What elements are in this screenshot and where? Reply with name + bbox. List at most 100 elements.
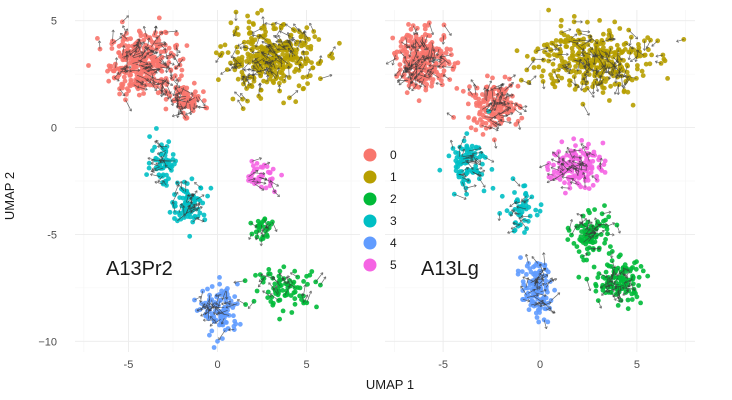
velocity-arrow	[414, 78, 418, 86]
cluster-2-point	[254, 288, 260, 294]
velocity-arrow	[610, 65, 615, 77]
velocity-arrow	[521, 195, 527, 202]
cluster-1-point	[573, 64, 578, 69]
cluster-legend: 0 1 2 3 4 5	[363, 148, 397, 272]
cluster-3-point	[197, 210, 203, 216]
cluster-3-point	[189, 176, 195, 182]
velocity-arrow	[190, 203, 198, 210]
velocity-arrow	[645, 40, 651, 49]
legend-label-2: 2	[390, 192, 397, 206]
cluster-4-point	[524, 263, 530, 269]
velocity-arrow	[599, 222, 608, 226]
legend-label-1: 1	[390, 170, 397, 184]
velocity-arrow	[428, 71, 435, 78]
cluster-3-point	[146, 160, 152, 166]
velocity-arrow	[467, 156, 474, 161]
velocity-arrow	[284, 23, 295, 31]
velocity-arrow	[196, 306, 205, 312]
x-tick-label: 5	[634, 359, 640, 371]
cluster-1-point	[300, 74, 306, 80]
velocity-arrow	[551, 158, 560, 164]
velocity-arrow	[606, 283, 620, 288]
cluster-2-point	[628, 266, 634, 272]
cluster-3-point	[144, 172, 150, 178]
cluster-0-point	[124, 86, 130, 91]
velocity-arrow	[589, 36, 599, 45]
velocity-arrow	[628, 279, 636, 292]
velocity-arrow	[289, 38, 293, 46]
cluster-1-point	[643, 61, 649, 67]
velocity-arrow	[215, 309, 228, 316]
cluster-3-point	[473, 163, 479, 169]
velocity-arrow	[169, 70, 173, 80]
velocity-arrow	[503, 94, 512, 100]
cluster-1-point	[281, 100, 286, 106]
cluster-1-point	[567, 78, 573, 84]
velocity-arrow	[610, 292, 617, 301]
velocity-arrow	[446, 112, 454, 118]
velocity-arrow	[234, 12, 238, 21]
panel-label-a13pr2: A13Pr2	[106, 258, 173, 280]
velocity-arrow	[552, 173, 564, 182]
velocity-arrow	[271, 59, 276, 69]
cluster-0-point	[119, 81, 124, 87]
velocity-arrow	[576, 59, 581, 72]
velocity-arrow	[490, 88, 494, 101]
legend-label-0: 0	[390, 148, 397, 162]
velocity-arrow	[485, 88, 489, 102]
cluster-1-point	[550, 81, 555, 86]
velocity-arrow	[154, 180, 164, 185]
cluster-4-point	[526, 307, 532, 313]
velocity-arrow	[135, 79, 147, 87]
velocity-arrow	[616, 224, 621, 234]
cluster-2-point	[578, 223, 584, 229]
velocity-arrow	[174, 75, 178, 82]
cluster-1-point	[648, 37, 653, 43]
velocity-arrow	[195, 104, 207, 109]
cluster-0-point	[397, 62, 403, 67]
velocity-arrow	[475, 157, 482, 163]
velocity-arrow	[209, 321, 215, 327]
velocity-arrow	[611, 260, 616, 269]
velocity-arrow	[152, 68, 160, 74]
velocity-arrow	[309, 22, 315, 32]
cluster-4-point	[207, 332, 212, 338]
velocity-arrow	[277, 43, 287, 51]
cluster-4-point	[520, 297, 525, 302]
cluster-1-point	[258, 96, 264, 101]
cluster-2-point	[602, 203, 607, 209]
cluster-1-point	[625, 89, 631, 95]
velocity-arrow	[546, 177, 557, 184]
velocity-arrow	[252, 172, 266, 176]
velocity-arrow	[608, 276, 614, 283]
cluster-2-point	[595, 298, 601, 303]
cluster-1-point	[307, 73, 313, 79]
cluster-2-point	[638, 264, 644, 269]
cluster-5-point	[267, 170, 273, 176]
velocity-arrow	[218, 329, 226, 341]
velocity-arrow	[242, 45, 253, 51]
cluster-1-point	[649, 52, 654, 58]
cluster-1-point	[539, 73, 545, 79]
cluster-0-point	[448, 47, 453, 52]
velocity-arrow	[400, 41, 411, 49]
cluster-1-point	[225, 50, 231, 55]
velocity-arrow	[283, 74, 288, 82]
cluster-2-point	[305, 281, 310, 287]
grid-left	[75, 10, 360, 352]
velocity-arrow	[221, 290, 227, 300]
velocity-arrow	[252, 65, 259, 72]
velocity-arrow	[584, 57, 588, 69]
velocity-arrow	[261, 16, 265, 27]
cluster-0-point	[136, 92, 142, 98]
velocity-arrow	[151, 36, 159, 48]
cluster-0-point	[135, 75, 141, 81]
velocity-arrow	[403, 61, 407, 70]
cluster-4-point	[545, 269, 551, 275]
velocity-arrow	[481, 125, 492, 130]
velocity-arrow	[122, 45, 126, 56]
cluster-0-point	[417, 53, 423, 58]
velocity-arrow	[582, 74, 590, 81]
legend-key-0	[363, 148, 377, 162]
cluster-0-point	[398, 44, 404, 49]
